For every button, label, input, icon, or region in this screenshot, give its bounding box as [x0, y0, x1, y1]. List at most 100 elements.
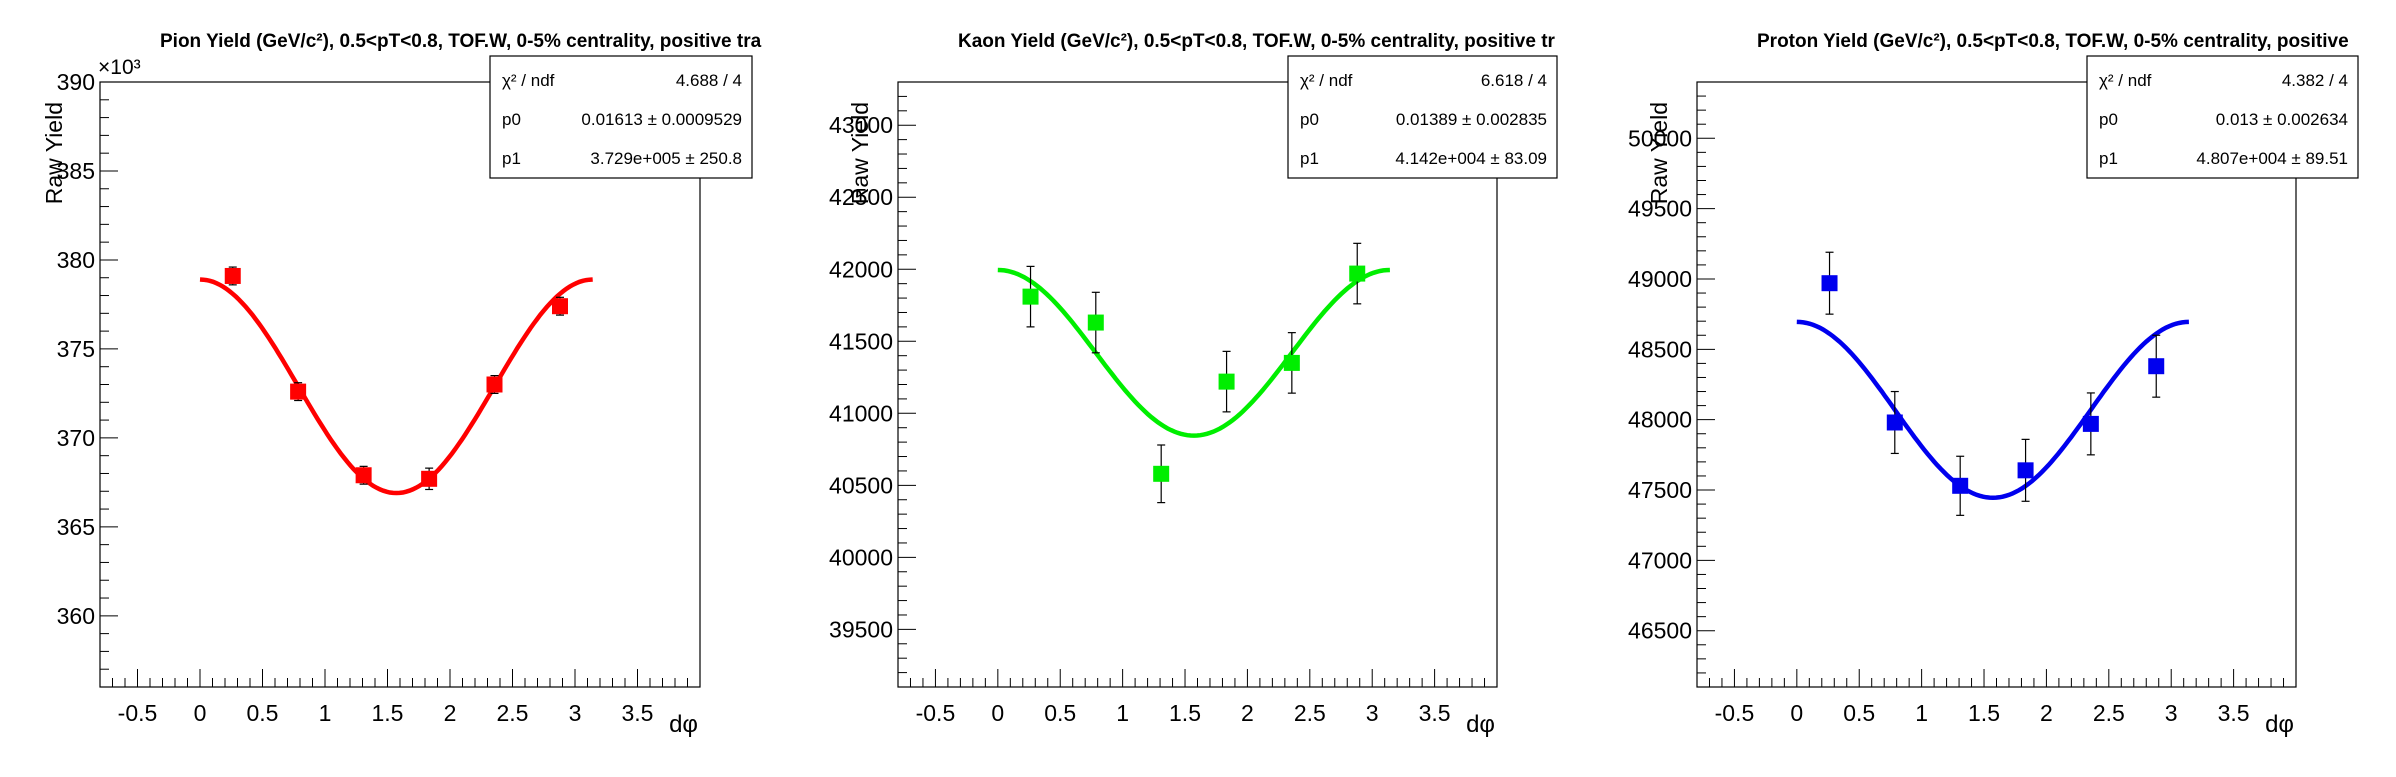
data-point — [2082, 415, 2099, 432]
x-tick-label: 1 — [1915, 700, 1928, 726]
x-tick-label: 2 — [2040, 700, 2053, 726]
y-tick-label: 46500 — [1628, 618, 1692, 644]
y-tick-label: 385 — [57, 158, 95, 184]
y-tick-label: 380 — [57, 247, 95, 273]
x-tick-label: 2.5 — [497, 700, 529, 726]
x-tick-label: 3 — [2165, 700, 2178, 726]
x-tick-label: 1.5 — [1169, 700, 1201, 726]
y-axis-label: Raw Yield — [1646, 102, 1672, 204]
data-point — [1283, 354, 1300, 371]
x-tick-label: -0.5 — [118, 700, 158, 726]
stats-label: χ² / ndf — [2099, 71, 2152, 90]
x-tick-label: 2 — [1241, 700, 1254, 726]
x-tick-label: 2.5 — [1294, 700, 1326, 726]
stats-value: 6.618 / 4 — [1481, 71, 1547, 90]
y-tick-label: 40500 — [829, 472, 893, 498]
data-point — [1349, 265, 1366, 282]
stats-value: 4.807e+004 ± 89.51 — [2196, 149, 2348, 168]
stats-value: 3.729e+005 ± 250.8 — [590, 149, 742, 168]
data-point — [1952, 477, 1969, 494]
x-tick-label: 0.5 — [1843, 700, 1875, 726]
stats-label: p0 — [2099, 110, 2118, 129]
x-tick-label: 0.5 — [1044, 700, 1076, 726]
chart-panel: Pion Yield (GeV/c²), 0.5<pT<0.8, TOF.W, … — [41, 31, 762, 738]
fit-curve — [1796, 319, 2189, 501]
y-tick-label: 370 — [57, 425, 95, 451]
x-tick-label: 3.5 — [2218, 700, 2250, 726]
x-axis-label: dφ — [2265, 711, 2294, 738]
chart-title: Kaon Yield (GeV/c²), 0.5<pT<0.8, TOF.W, … — [958, 31, 1556, 52]
fit-curve — [199, 277, 593, 496]
y-tick-label: 43000 — [829, 112, 893, 138]
stats-label: p0 — [1300, 110, 1319, 129]
stats-label: p1 — [1300, 149, 1319, 168]
x-tick-label: 3 — [569, 700, 582, 726]
y-tick-label: 40000 — [829, 544, 893, 570]
x-axis-label: dφ — [669, 711, 698, 738]
y-tick-label: 48000 — [1628, 407, 1692, 433]
y-tick-label: 390 — [57, 69, 95, 95]
y-tick-label: 42500 — [829, 184, 893, 210]
stats-value: 0.01613 ± 0.0009529 — [581, 110, 742, 129]
x-tick-label: 0 — [1790, 700, 1803, 726]
data-point — [2148, 358, 2165, 375]
y-tick-label: 47500 — [1628, 477, 1692, 503]
x-tick-label: 3 — [1366, 700, 1379, 726]
x-tick-label: -0.5 — [916, 700, 956, 726]
y-tick-label: 48500 — [1628, 336, 1692, 362]
y-tick-label: 41000 — [829, 400, 893, 426]
x-tick-label: 0 — [991, 700, 1004, 726]
chart-title: Proton Yield (GeV/c²), 0.5<pT<0.8, TOF.W… — [1757, 31, 2349, 52]
x-tick-label: 1 — [1116, 700, 1129, 726]
stats-label: χ² / ndf — [502, 71, 555, 90]
x-tick-label: 2.5 — [2093, 700, 2125, 726]
x-tick-label: 3.5 — [622, 700, 654, 726]
stats-box — [489, 55, 753, 179]
stats-label: p1 — [2099, 149, 2118, 168]
x-tick-label: 3.5 — [1419, 700, 1451, 726]
data-point — [224, 267, 241, 284]
x-tick-label: 0.5 — [247, 700, 279, 726]
x-tick-label: 1 — [319, 700, 332, 726]
data-point — [290, 383, 307, 400]
y-tick-label: 360 — [57, 603, 95, 629]
data-point — [355, 467, 372, 484]
data-point — [1821, 275, 1838, 292]
y-axis-label: Raw Yield — [41, 102, 67, 204]
fit-curve — [997, 267, 1390, 438]
data-point — [1087, 314, 1104, 331]
y-tick-label: 41500 — [829, 328, 893, 354]
x-tick-label: 1.5 — [1968, 700, 2000, 726]
data-point — [1218, 373, 1235, 390]
y-tick-label: 49500 — [1628, 196, 1692, 222]
stats-box — [2086, 55, 2359, 179]
x-tick-label: 2 — [444, 700, 457, 726]
stats-value: 4.688 / 4 — [676, 71, 742, 90]
chart-title: Pion Yield (GeV/c²), 0.5<pT<0.8, TOF.W, … — [160, 31, 762, 52]
chart-panel: Kaon Yield (GeV/c²), 0.5<pT<0.8, TOF.W, … — [829, 31, 1558, 738]
y-tick-label: 47000 — [1628, 547, 1692, 573]
stats-label: p0 — [502, 110, 521, 129]
data-point — [1153, 465, 1170, 482]
stats-value: 0.013 ± 0.002634 — [2216, 110, 2348, 129]
y-tick-label: 49000 — [1628, 266, 1692, 292]
x-tick-label: -0.5 — [1715, 700, 1755, 726]
stats-box — [1287, 55, 1558, 179]
stats-value: 4.382 / 4 — [2282, 71, 2348, 90]
data-point — [1022, 288, 1039, 305]
y-tick-label: 365 — [57, 514, 95, 540]
y-axis-label: Raw Yield — [847, 102, 873, 204]
data-point — [1886, 414, 1903, 431]
stats-label: χ² / ndf — [1300, 71, 1353, 90]
data-point — [421, 470, 438, 487]
chart-panel: Proton Yield (GeV/c²), 0.5<pT<0.8, TOF.W… — [1628, 31, 2359, 738]
x-axis-label: dφ — [1466, 711, 1495, 738]
stats-label: p1 — [502, 149, 521, 168]
y-tick-label: 50000 — [1628, 125, 1692, 151]
stats-value: 0.01389 ± 0.002835 — [1396, 110, 1547, 129]
x-tick-label: 1.5 — [372, 700, 404, 726]
stats-value: 4.142e+004 ± 83.09 — [1395, 149, 1547, 168]
y-tick-label: 42000 — [829, 256, 893, 282]
